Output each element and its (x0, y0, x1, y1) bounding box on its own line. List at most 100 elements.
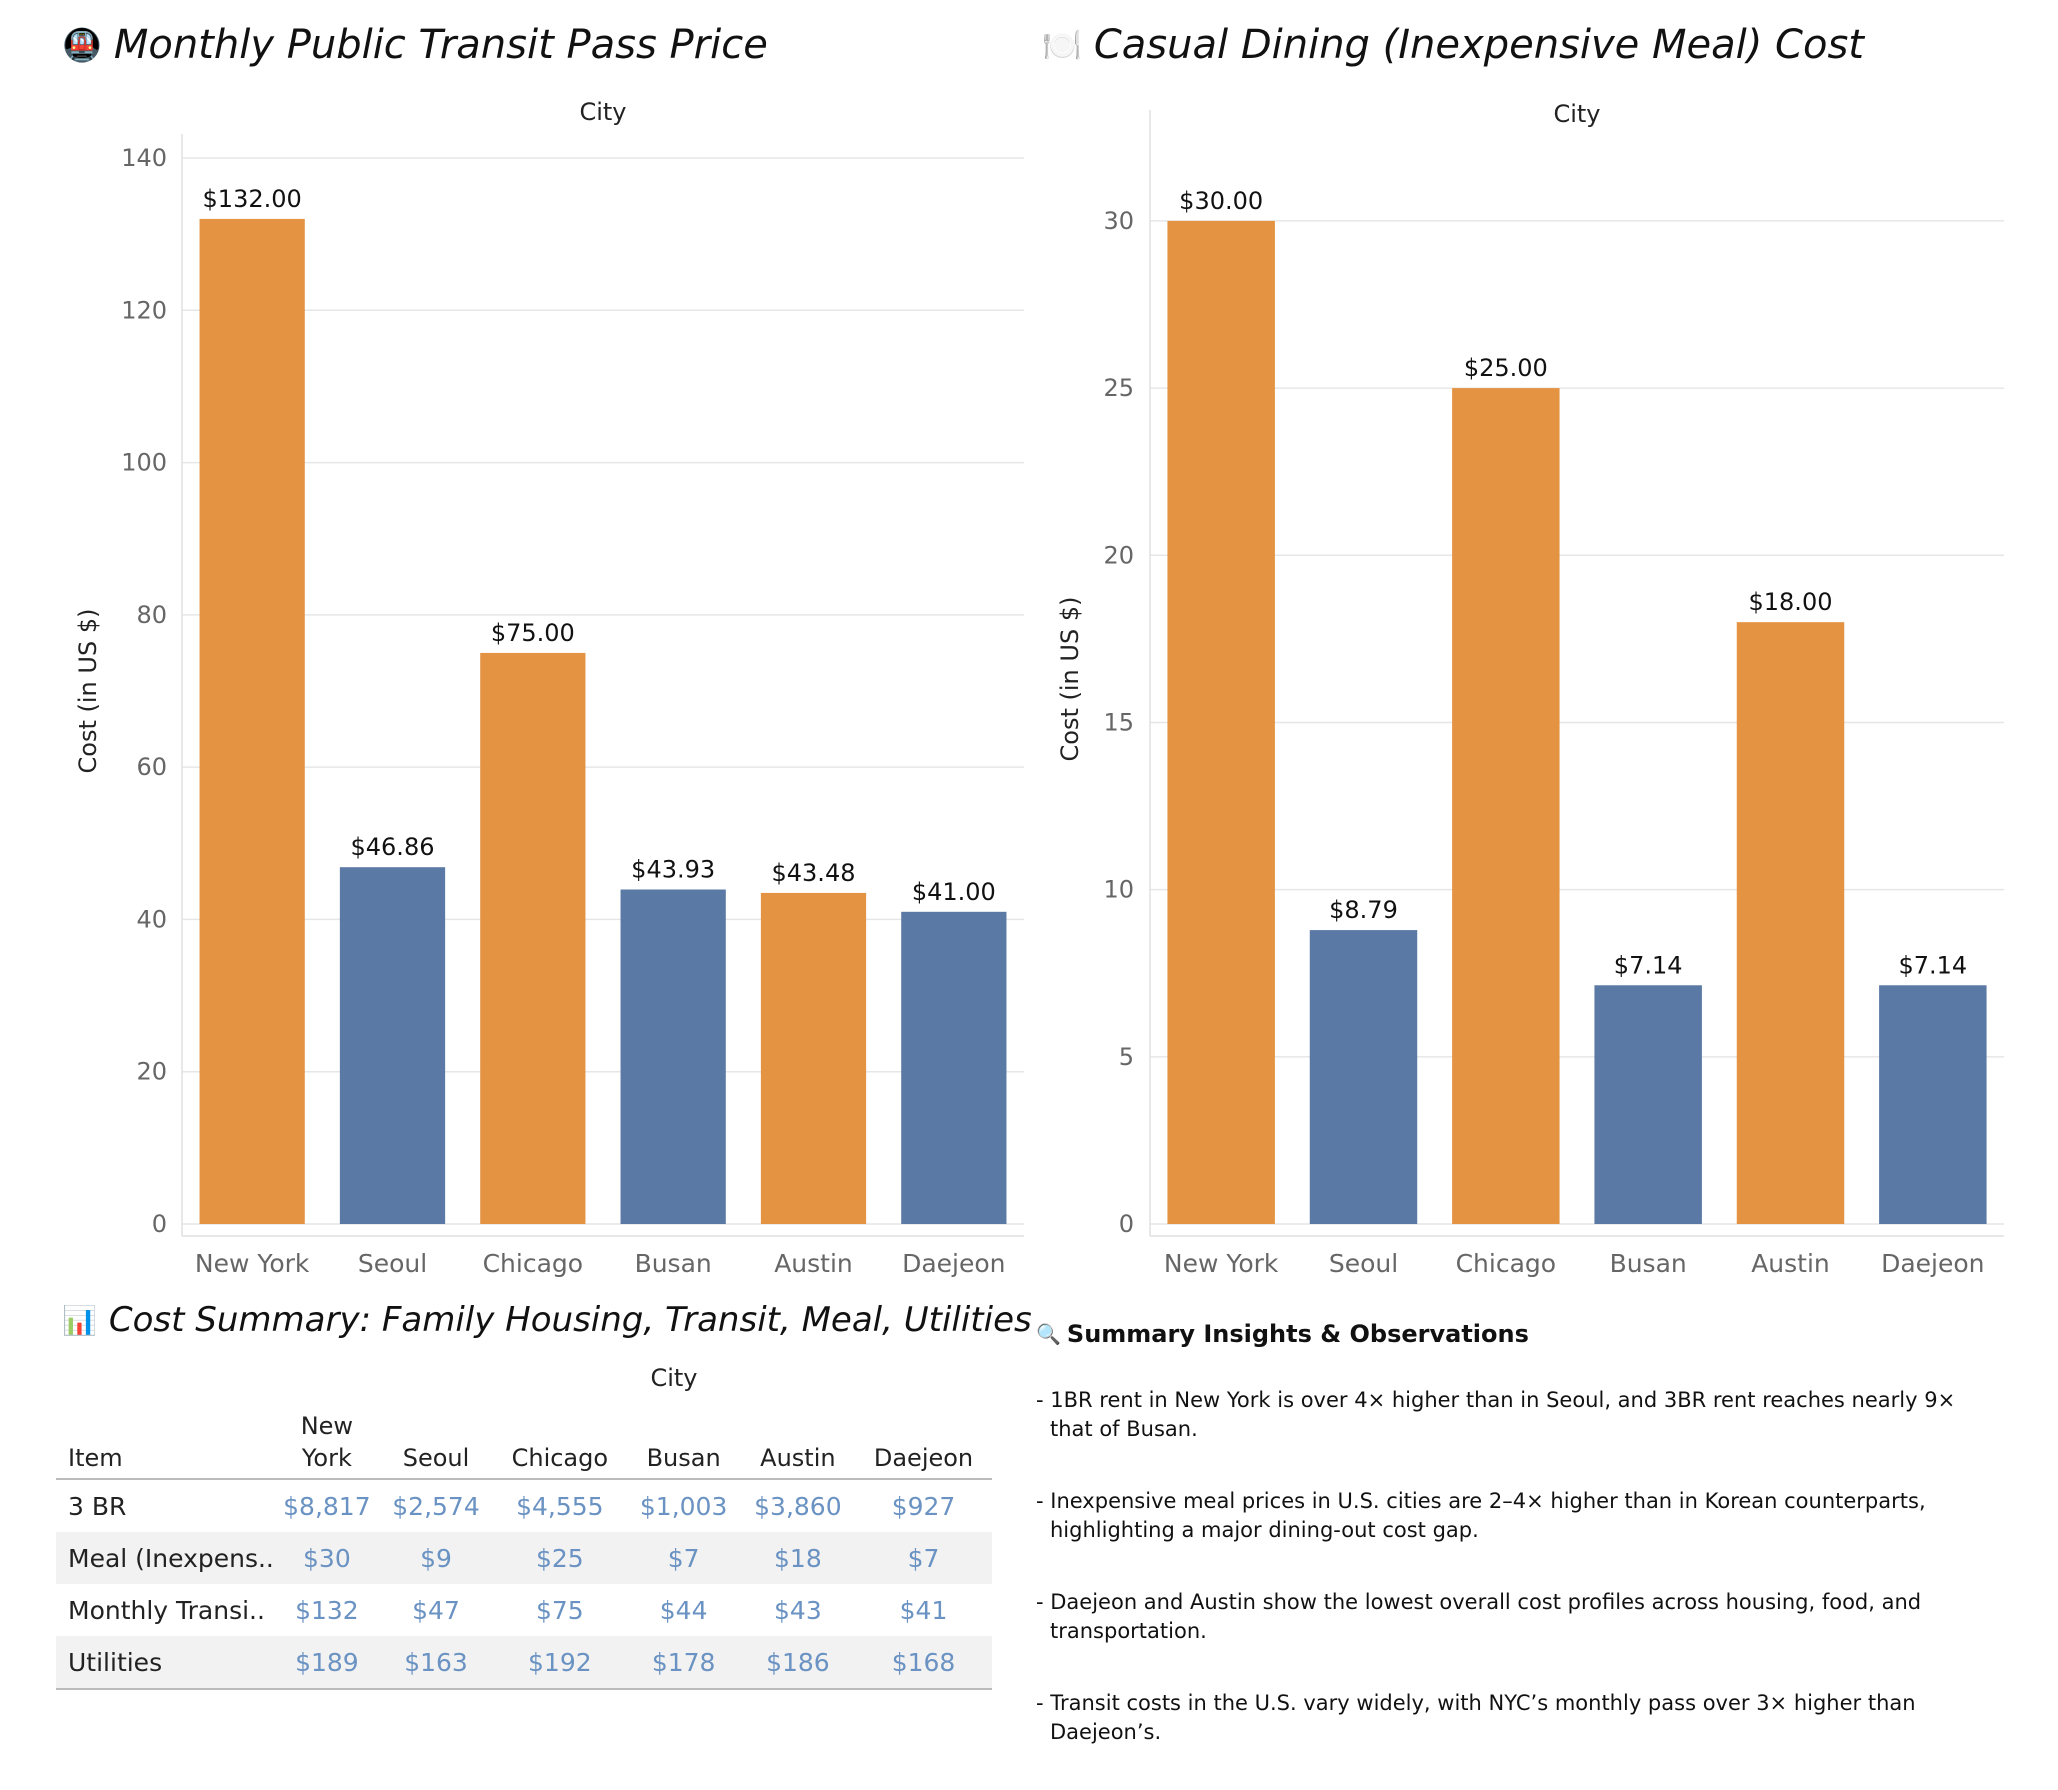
y-tick-label: 0 (1119, 1210, 1134, 1238)
table-cell: $8,817 (283, 1491, 371, 1521)
table-row-label: 3 BR (68, 1491, 127, 1521)
y-tick-label: 20 (136, 1058, 167, 1086)
data-label: $43.48 (772, 859, 856, 887)
insight-item: - Transit costs in the U.S. vary widely,… (1036, 1691, 1916, 1744)
table-row: Monthly Transi.. $132 $47 $75 $44 $43 $4… (56, 1584, 992, 1636)
bar (1452, 388, 1560, 1224)
data-label: $25.00 (1464, 354, 1548, 382)
table-header-city: Chicago (493, 1410, 627, 1480)
table-row-label: Meal (Inexpens.. (56, 1532, 275, 1584)
bar (1594, 985, 1702, 1224)
x-tick-label: Busan (635, 1249, 712, 1278)
bar (1736, 622, 1845, 1224)
table-cell: $7 (855, 1532, 992, 1584)
data-label: $46.86 (351, 833, 435, 861)
bar (199, 218, 305, 1224)
insights-title-text: Summary Insights & Observations (1066, 1320, 1529, 1348)
table-cell: $132 (295, 1595, 359, 1625)
y-tick-label: 30 (1103, 207, 1134, 235)
bar (480, 652, 586, 1224)
table-row-label: Utilities (56, 1636, 275, 1690)
table-cell: $43 (774, 1595, 822, 1625)
y-tick-label: 80 (136, 601, 167, 629)
table-header-city: Austin (740, 1410, 856, 1480)
table-cell: $1,003 (639, 1491, 728, 1521)
table-cell: $3,860 (754, 1491, 842, 1521)
data-label: $30.00 (1179, 187, 1263, 215)
x-tick-label: Chicago (1456, 1249, 1556, 1278)
table-cell: $186 (740, 1636, 856, 1690)
table-header-item: Item (56, 1410, 275, 1480)
insights-title: 🔍 Summary Insights & Observations (1036, 1320, 1529, 1348)
table-cell: $44 (659, 1595, 708, 1625)
bar (901, 911, 1007, 1224)
bar (339, 867, 446, 1224)
y-axis-title: Cost (in US $) (74, 609, 102, 774)
y-tick-label: 20 (1103, 541, 1134, 569)
table-header-city: Daejeon (855, 1410, 992, 1480)
y-tick-label: 40 (136, 905, 167, 933)
data-label: $43.93 (631, 856, 715, 884)
table-cell: $2,574 (392, 1491, 480, 1521)
data-label: $18.00 (1749, 588, 1833, 616)
transit-title-text: Monthly Public Transit Pass Price (113, 22, 768, 68)
x-axis-title: City (579, 98, 626, 126)
table-cell: $41 (899, 1595, 948, 1625)
data-label: $132.00 (203, 185, 302, 213)
table-cell: $4,555 (516, 1491, 604, 1521)
table-cell: $168 (855, 1636, 992, 1690)
table-cell: $163 (378, 1636, 494, 1690)
bar (620, 889, 726, 1224)
x-tick-label: New York (195, 1249, 310, 1278)
table-cell: $47 (412, 1595, 460, 1625)
table-cell: $25 (493, 1532, 627, 1584)
table-header-city: New York (274, 1410, 379, 1480)
table-cell: $7 (626, 1532, 741, 1584)
y-axis-title: Cost (in US $) (1056, 597, 1084, 762)
transit-chart-title: 🚇 Monthly Public Transit Pass Price (62, 22, 768, 68)
plate-icon: 🍽️ (1042, 26, 1082, 64)
bar (1167, 220, 1275, 1225)
table-row-label: Monthly Transi.. (68, 1595, 265, 1625)
table-header-city: Busan (626, 1410, 741, 1480)
data-label: $41.00 (912, 878, 996, 906)
summary-title-text: Cost Summary: Family Housing, Transit, M… (108, 1300, 1032, 1340)
insight-item: - Inexpensive meal prices in U.S. cities… (1036, 1489, 1926, 1542)
x-tick-label: Austin (774, 1249, 853, 1278)
transit-bar-chart: 0 20 40 60 80 100 120 140 City Cost (in US $) $132… (74, 98, 1024, 1278)
dining-chart-title: 🍽️ Casual Dining (Inexpensive Meal) Cost (1042, 22, 1864, 68)
table-header-row: Item New York Seoul Chicago Busan Austin… (56, 1410, 992, 1480)
bar (760, 892, 867, 1224)
y-tick-label: 120 (121, 296, 167, 324)
table-cell: $75 (535, 1595, 584, 1625)
y-tick-label: 0 (152, 1210, 167, 1238)
y-tick-label: 15 (1103, 708, 1134, 736)
y-tick-label: 25 (1103, 374, 1134, 402)
y-tick-label: 100 (121, 449, 167, 477)
table-row: Utilities $189 $163 $192 $178 $186 $168 (56, 1636, 992, 1690)
data-label: $7.14 (1614, 951, 1683, 979)
cost-summary-table: Item New York Seoul Chicago Busan Austin… (56, 1410, 992, 1690)
x-tick-label: Chicago (483, 1249, 583, 1278)
bar (1879, 985, 1987, 1224)
y-tick-label: 140 (121, 144, 167, 172)
insights-list: - 1BR rent in New York is over 4× higher… (1036, 1386, 1996, 1790)
y-tick-label: 10 (1103, 876, 1134, 904)
y-tick-label: 60 (136, 753, 167, 781)
x-tick-label: Austin (1751, 1249, 1830, 1278)
table-cell: $18 (740, 1532, 856, 1584)
table-cell: $189 (274, 1636, 379, 1690)
bar (1309, 930, 1418, 1224)
table-cell: $30 (274, 1532, 379, 1584)
x-tick-label: Daejeon (1881, 1249, 1984, 1278)
dining-bar-chart: 0 5 10 15 20 25 30 City Cost (in US $) $30.00 New … (1056, 100, 2004, 1278)
bar-chart-icon: 📊 (62, 1303, 97, 1337)
y-tick-label: 5 (1119, 1043, 1134, 1071)
table-header-city: Seoul (378, 1410, 494, 1480)
table-cell: $927 (891, 1491, 956, 1521)
x-tick-label: Seoul (358, 1249, 427, 1278)
table-cell: $178 (626, 1636, 741, 1690)
x-axis-title: City (1553, 100, 1600, 128)
table-column-group-label: City (650, 1364, 698, 1392)
metro-icon: 🚇 (62, 26, 102, 64)
